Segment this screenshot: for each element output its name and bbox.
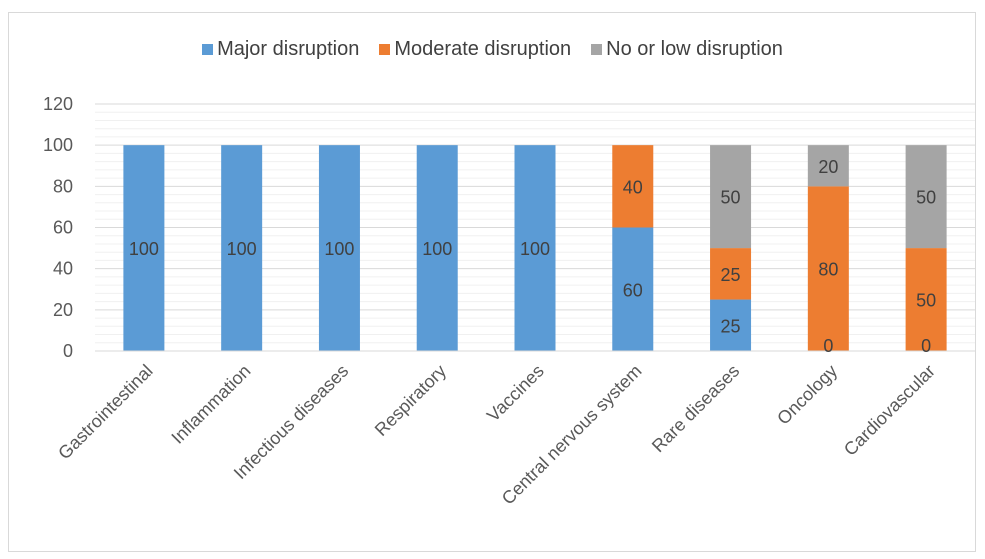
- y-tick-label: 100: [43, 135, 73, 155]
- legend-label-moderate: Moderate disruption: [394, 38, 572, 60]
- bar-segment: [807, 186, 849, 351]
- legend-label-low: No or low disruption: [606, 38, 783, 60]
- bar-segment: [318, 145, 360, 351]
- bar-segment: [710, 248, 752, 300]
- bar-segment: [123, 145, 165, 351]
- legend-swatch-low: [591, 44, 603, 55]
- data-label: 20: [818, 157, 838, 177]
- bar-segment: [221, 145, 263, 351]
- legend-label-major: Major disruption: [217, 38, 360, 60]
- bar-segment: [710, 299, 752, 351]
- bar-segment: [905, 145, 947, 249]
- legend-item-major: Major disruption: [202, 38, 359, 61]
- data-label: 100: [129, 239, 159, 259]
- data-label: 50: [721, 188, 741, 208]
- bar-segment: [416, 145, 458, 351]
- data-label: 100: [422, 239, 452, 259]
- x-tick-label: Rare diseases: [648, 361, 744, 457]
- data-label: 100: [324, 239, 354, 259]
- data-label: 80: [818, 260, 838, 280]
- x-tick-label: Vaccines: [483, 361, 548, 426]
- data-label: 25: [721, 265, 741, 285]
- y-tick-label: 120: [43, 94, 73, 114]
- bar-segment: [612, 227, 654, 351]
- y-tick-label: 60: [53, 218, 73, 238]
- data-label: 50: [916, 188, 936, 208]
- y-tick-label: 40: [53, 259, 73, 279]
- x-tick-label: Oncology: [773, 361, 841, 429]
- y-tick-label: 20: [53, 300, 73, 320]
- data-label: 40: [623, 177, 643, 197]
- bar-segment: [905, 248, 947, 351]
- bar-segment: [710, 145, 752, 249]
- y-tick-label: 0: [63, 341, 73, 361]
- data-label: 100: [520, 239, 550, 259]
- data-label: 25: [721, 316, 741, 336]
- data-label: 0: [823, 336, 833, 356]
- bar-segment: [612, 145, 654, 228]
- legend-swatch-major: [202, 44, 214, 55]
- data-label: 0: [921, 336, 931, 356]
- x-tick-label: Cardiovascular: [840, 361, 939, 460]
- legend-swatch-moderate: [379, 44, 391, 55]
- x-tick-label: Gastrointestinal: [54, 361, 157, 464]
- legend-item-low: No or low disruption: [591, 38, 783, 61]
- data-label: 100: [227, 239, 257, 259]
- bar-segment: [514, 145, 556, 351]
- data-label: 60: [623, 280, 643, 300]
- data-label: 50: [916, 291, 936, 311]
- x-tick-label: Respiratory: [371, 361, 450, 440]
- legend-item-moderate: Moderate disruption: [379, 38, 571, 61]
- x-tick-label: Inflammation: [167, 361, 254, 448]
- bar-segment: [807, 145, 849, 187]
- y-tick-label: 80: [53, 176, 73, 196]
- legend: Major disruption Moderate disruption No …: [0, 38, 985, 61]
